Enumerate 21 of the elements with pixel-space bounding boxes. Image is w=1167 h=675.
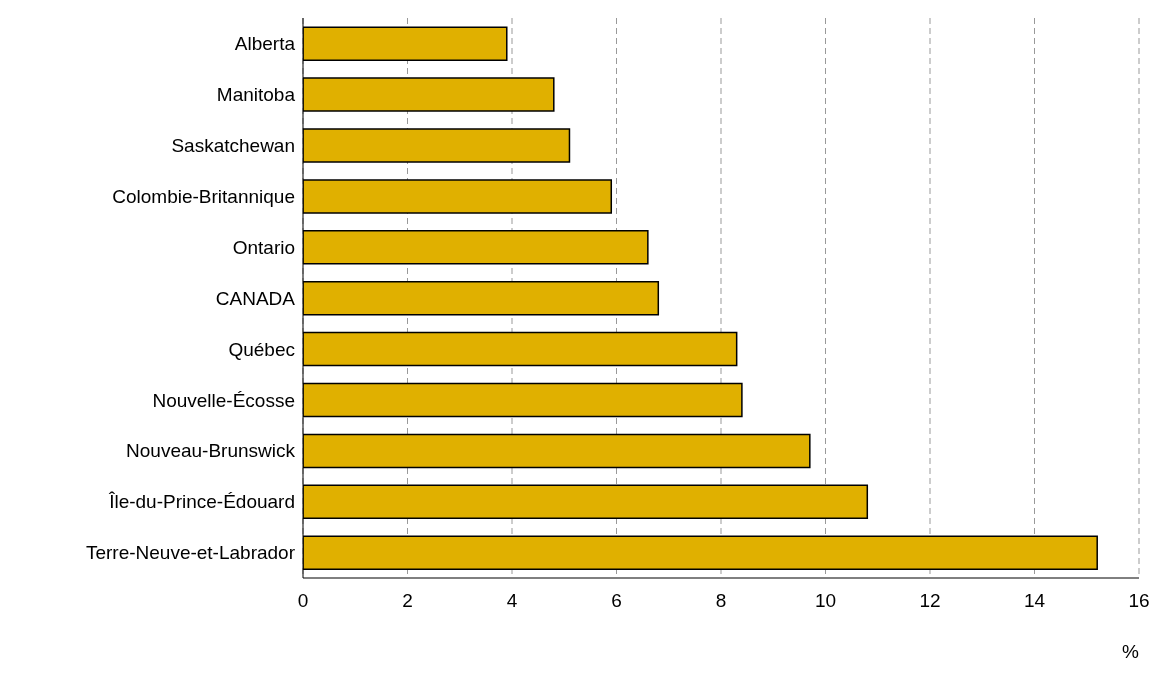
y-tick-label: Île-du-Prince-Édouard <box>108 491 295 513</box>
y-tick-label: Ontario <box>232 236 295 258</box>
x-tick-label: 14 <box>1023 590 1046 612</box>
y-tick-label: Alberta <box>234 33 296 55</box>
x-tick-label: 6 <box>611 590 622 612</box>
x-tick-label: 16 <box>1128 590 1150 612</box>
x-tick-label: 8 <box>715 590 727 612</box>
y-tick-label: Saskatchewan <box>171 135 295 157</box>
y-tick-label: Nouvelle-Écosse <box>152 389 295 411</box>
x-tick-label: 0 <box>297 590 309 612</box>
y-tick-label: Québec <box>228 338 295 360</box>
y-tick-label: CANADA <box>215 287 296 309</box>
x-tick-label: 12 <box>919 590 941 612</box>
x-tick-label: 4 <box>506 590 518 612</box>
y-tick-label: Manitoba <box>216 84 296 106</box>
x-tick-label: 10 <box>814 590 837 612</box>
y-tick-label: Colombie-Britannique <box>112 185 295 207</box>
x-tick-label: 2 <box>402 590 413 612</box>
y-tick-label: Terre-Neuve-et-Labrador <box>85 542 296 564</box>
x-axis-title: % <box>1122 641 1140 662</box>
y-tick-label: Nouveau-Brunswick <box>126 440 296 462</box>
